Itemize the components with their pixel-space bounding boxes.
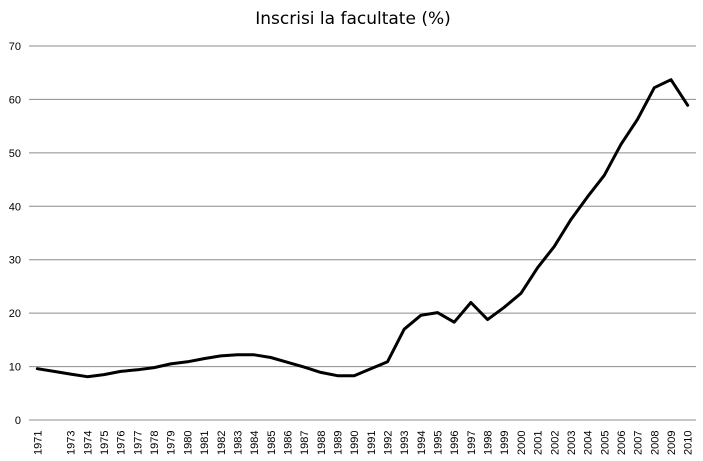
series-line [35,78,690,379]
x-tick-label: 2006 [616,431,628,455]
x-tick-label: 1989 [332,431,344,455]
x-tick-label: 1979 [166,431,178,455]
x-tick-label: 2002 [549,431,561,455]
x-tick-label: 2004 [583,431,595,455]
y-tick-label: 40 [9,201,21,213]
x-tick-label: 1987 [299,431,311,455]
x-tick-label: 2003 [566,431,578,455]
x-tick-label: 2008 [649,431,661,455]
x-tick-label: 1997 [466,431,478,455]
x-tick-label: 1984 [249,431,261,455]
x-tick-label: 1975 [99,431,111,455]
x-tick-label: 2000 [516,431,528,455]
y-tick-label: 0 [15,415,21,427]
x-tick-label: 1981 [199,431,211,455]
x-tick-label: 1978 [149,431,161,455]
x-tick-label: 1976 [116,431,128,455]
x-tick-label: 1980 [182,431,194,455]
y-tick-label: 10 [9,362,21,374]
x-tick-label: 1977 [132,431,144,455]
chart-title: Inscrisi la facultate (%) [255,9,451,29]
x-tick-label: 1996 [449,431,461,455]
y-tick-label: 20 [9,308,21,320]
x-tick-label: 1995 [433,431,445,455]
x-tick-label: 1974 [82,431,94,455]
x-tick-label: 1990 [349,431,361,455]
series-layer [35,78,690,379]
x-tick-label: 2001 [533,431,545,455]
x-tick-label: 2010 [683,431,695,455]
x-tick-label: 1998 [483,431,495,455]
y-tick-label: 70 [9,41,21,53]
x-tick-label: 1982 [216,431,228,455]
y-tick-label: 60 [9,94,21,106]
x-tick-label: 1992 [383,431,395,455]
y-axis-tick-labels: 0 10 20 30 40 50 60 70 [9,41,21,427]
x-tick-label: 1991 [366,431,378,455]
x-tick-label: 2005 [599,431,611,455]
x-tick-label: 1983 [232,431,244,455]
y-tick-label: 50 [9,148,21,160]
y-tick-label: 30 [9,255,21,267]
x-tick-label: 1993 [399,431,411,455]
x-axis-tick-labels: 1971 1973 1974 1975 1976 1977 1978 1979 1980 1981… [32,431,694,455]
x-tick-label: 1986 [282,431,294,455]
x-tick-label: 1994 [416,431,428,455]
x-tick-label: 1971 [32,431,44,455]
x-tick-label: 1973 [66,431,78,455]
x-tick-label: 2007 [633,431,645,455]
x-tick-label: 1999 [499,431,511,455]
gridlines [29,45,696,421]
x-tick-label: 1988 [316,431,328,455]
x-tick-label: 2009 [666,431,678,455]
x-tick-label: 1985 [266,431,278,455]
